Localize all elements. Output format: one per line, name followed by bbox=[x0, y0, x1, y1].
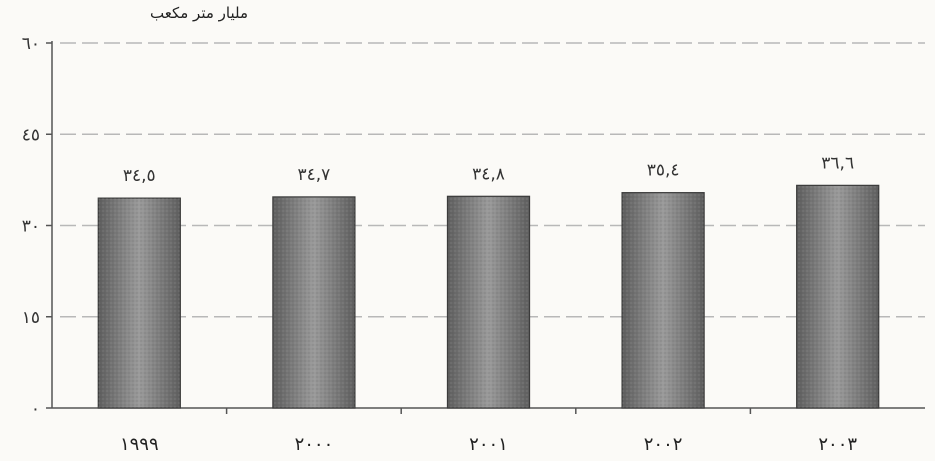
y-tick-label-15: ١٥ bbox=[22, 308, 40, 328]
data-label-2000: ٣٤,٧ bbox=[298, 165, 331, 185]
data-label-2003: ٣٦,٦ bbox=[821, 153, 854, 173]
y-tick-label-30: ٣٠ bbox=[22, 217, 40, 237]
x-tick-label-2001: ٢٠٠١ bbox=[469, 434, 508, 455]
y-tick-label-0: ٠ bbox=[31, 399, 40, 419]
x-tick-labels: ١٩٩٩ ٢٠٠٠ ٢٠٠١ ٢٠٠٢ ٢٠٠٣ bbox=[120, 434, 857, 455]
x-tick-label-2002: ٢٠٠٢ bbox=[644, 434, 683, 455]
data-label-1999: ٣٤,٥ bbox=[123, 166, 156, 186]
y-tick-label-60: ٦٠ bbox=[22, 34, 40, 54]
data-labels: ٣٤,٥ ٣٤,٧ ٣٤,٨ ٣٥,٤ ٣٦,٦ bbox=[123, 153, 854, 186]
bar-texture-2001 bbox=[447, 196, 530, 408]
y-axis-unit-label: مليار متر مكعب bbox=[150, 4, 248, 22]
bar-texture-2003 bbox=[796, 185, 879, 408]
y-tick-label-45: ٤٥ bbox=[22, 125, 40, 145]
x-tick-label-2003: ٢٠٠٣ bbox=[818, 434, 857, 455]
y-tick-labels: ٠ ١٥ ٣٠ ٤٥ ٦٠ bbox=[22, 34, 40, 419]
x-tick-label-2000: ٢٠٠٠ bbox=[295, 434, 334, 455]
data-label-2002: ٣٥,٤ bbox=[647, 161, 680, 181]
bar-texture-2000 bbox=[272, 196, 355, 408]
x-tick-label-1999: ١٩٩٩ bbox=[120, 434, 159, 455]
bars bbox=[97, 184, 880, 409]
data-label-2001: ٣٤,٨ bbox=[472, 164, 505, 184]
bar-texture-2002 bbox=[622, 192, 705, 408]
bar-texture-1999 bbox=[98, 198, 181, 408]
